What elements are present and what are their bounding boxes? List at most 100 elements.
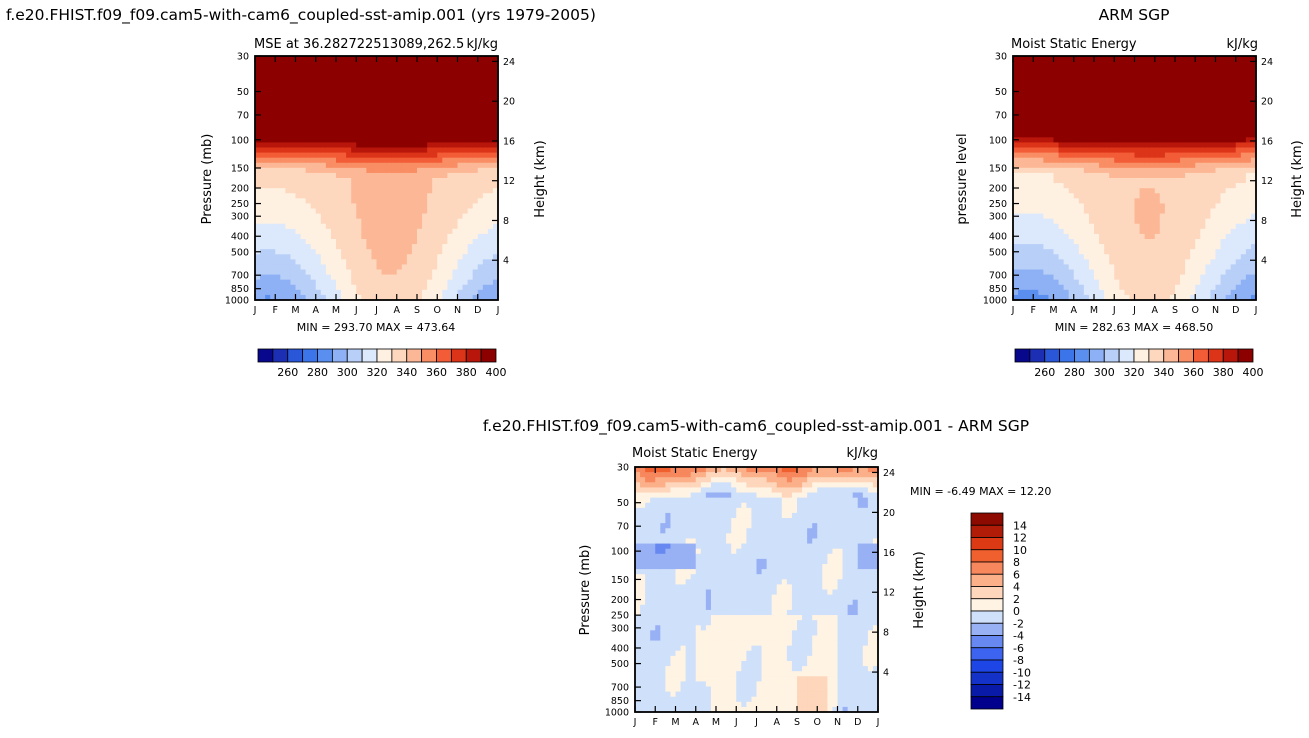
contour-cell — [255, 294, 261, 301]
contour-cell — [1235, 284, 1242, 291]
contour-cell — [361, 142, 367, 149]
contour-cell — [1159, 259, 1166, 266]
contour-cell — [1033, 249, 1039, 255]
contour-cell — [401, 167, 408, 174]
contour-cell — [1185, 213, 1191, 220]
contour-cell — [1129, 213, 1136, 220]
contour-cell — [341, 264, 347, 271]
contour-cell — [1073, 294, 1080, 301]
contour-cell — [411, 91, 418, 98]
contour-cell — [1099, 259, 1105, 266]
contour-cell — [401, 61, 408, 67]
contour-cell — [442, 122, 448, 128]
contour-cell — [330, 274, 337, 281]
contour-cell — [351, 239, 357, 245]
contour-cell — [487, 284, 494, 291]
contour-cell — [492, 254, 499, 260]
contour-cell — [1185, 294, 1191, 301]
contour-cell — [295, 66, 302, 72]
contour-cell — [1018, 142, 1024, 149]
contour-cell — [1018, 239, 1024, 245]
contour-cell — [275, 188, 281, 194]
contour-cell — [1225, 96, 1232, 103]
contour-cell — [386, 198, 393, 205]
contour-cell — [482, 213, 489, 220]
contour-cell — [427, 279, 433, 286]
contour-cell — [1169, 86, 1176, 93]
contour-cell — [300, 106, 307, 113]
contour-cell — [462, 172, 469, 179]
contour-cell — [1088, 117, 1095, 123]
contour-cell — [1210, 137, 1217, 144]
contour-cell — [1048, 66, 1055, 72]
contour-cell — [305, 274, 312, 281]
contour-cell — [452, 178, 459, 184]
contour-cell — [315, 233, 322, 240]
contour-cell — [290, 254, 297, 260]
contour-cell — [452, 254, 459, 260]
contour-cell — [1104, 127, 1110, 133]
contour-cell — [1124, 122, 1131, 128]
contour-cell — [1018, 259, 1024, 266]
contour-cell — [635, 507, 641, 514]
contour-cell — [1104, 106, 1110, 113]
contour-cell — [432, 86, 438, 93]
contour-cell — [1048, 142, 1055, 149]
contour-cell — [1240, 157, 1247, 164]
contour-cell — [310, 162, 317, 169]
contour-cell — [462, 193, 469, 199]
contour-cell — [1028, 157, 1034, 164]
contour-cell — [1205, 233, 1212, 240]
contour-cell — [315, 213, 322, 220]
contour-cell — [1220, 284, 1227, 291]
contour-cell — [645, 467, 651, 473]
contour-cell — [1180, 279, 1186, 286]
contour-cell — [422, 137, 428, 144]
contour-cell — [1033, 122, 1039, 128]
contour-cell — [371, 56, 378, 62]
contour-cell — [1053, 183, 1060, 189]
contour-cell — [1038, 259, 1044, 266]
contour-cell — [356, 198, 362, 205]
contour-cell — [1028, 96, 1034, 103]
contour-cell — [477, 264, 484, 271]
contour-cell — [351, 279, 357, 286]
contour-cell — [1088, 249, 1095, 255]
contour-cell — [310, 223, 317, 230]
contour-cell — [467, 101, 474, 108]
contour-cell — [442, 157, 448, 164]
contour-cell — [325, 249, 332, 255]
contour-cell — [1048, 132, 1055, 138]
contour-cell — [290, 203, 297, 210]
contour-cell — [477, 147, 484, 154]
contour-cell — [1235, 157, 1242, 164]
contour-cell — [1078, 86, 1085, 93]
contour-cell — [462, 167, 469, 174]
contour-cell — [487, 269, 494, 276]
contour-cell — [1053, 91, 1060, 98]
contour-cell — [1078, 289, 1085, 296]
contour-cell — [1210, 193, 1217, 199]
contour-cell — [1225, 289, 1232, 296]
contour-cell — [1114, 111, 1120, 118]
contour-cell — [650, 645, 656, 652]
contour-cell — [1154, 172, 1161, 179]
contour-cell — [1225, 86, 1232, 93]
contour-cell — [1023, 61, 1029, 67]
contour-cell — [275, 218, 281, 225]
contour-cell — [1124, 269, 1131, 276]
contour-cell — [1063, 137, 1070, 144]
contour-cell — [1230, 233, 1237, 240]
contour-cell — [1068, 244, 1075, 250]
contour-cell — [447, 289, 454, 296]
contour-cell — [437, 198, 443, 205]
contour-cell — [295, 91, 302, 98]
contour-cell — [645, 558, 651, 565]
contour-cell — [361, 223, 367, 230]
contour-cell — [1250, 162, 1257, 169]
contour-cell — [1180, 162, 1186, 169]
contour-cell — [432, 117, 438, 123]
contour-cell — [1240, 269, 1247, 276]
contour-cell — [280, 188, 286, 194]
contour-cell — [462, 106, 469, 113]
